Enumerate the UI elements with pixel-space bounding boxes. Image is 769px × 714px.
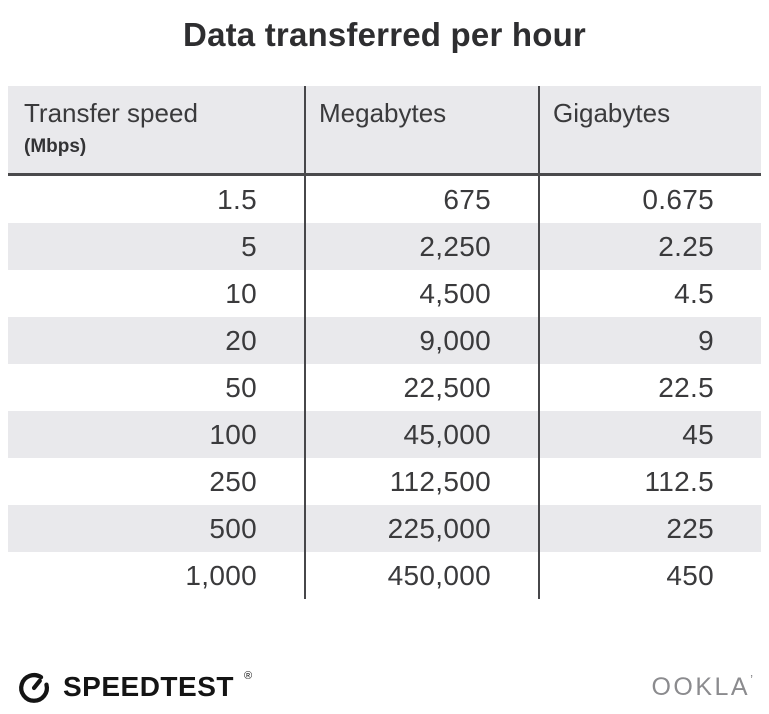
cell-gigabytes: 450 xyxy=(538,552,761,599)
page-title: Data transferred per hour xyxy=(183,16,586,53)
cell-speed: 10 xyxy=(225,277,257,309)
cell-gigabytes: 9 xyxy=(538,317,761,364)
header-gigabytes-label: Gigabytes xyxy=(553,98,671,128)
header-transfer-speed-unit: (Mbps) xyxy=(24,135,87,157)
header-transfer-speed: Transfer speed (Mbps) xyxy=(8,86,304,173)
cell-megabytes: 45,000 xyxy=(304,411,538,458)
table-body: 1.5 675 0.675 5 2,250 2.25 10 4,500 4.5 … xyxy=(8,176,761,599)
cell-speed: 1.5 xyxy=(217,183,257,215)
header-transfer-speed-label: Transfer speed xyxy=(24,98,198,128)
ookla-logo: OOKLA ’ xyxy=(651,671,753,702)
infographic-page: Data transferred per hour Transfer speed… xyxy=(0,16,769,714)
registered-trademark-icon: ® xyxy=(243,670,253,682)
cell-gigabytes: 225 xyxy=(538,505,761,552)
cell-megabytes: 675 xyxy=(304,176,538,223)
cell-speed: 20 xyxy=(225,324,257,356)
footer: SPEEDTEST ® OOKLA ’ xyxy=(16,666,753,708)
ookla-trademark-icon: ’ xyxy=(750,671,753,687)
header-gigabytes: Gigabytes xyxy=(538,86,761,173)
table-header-row: Transfer speed (Mbps) Megabytes Gigabyte… xyxy=(8,86,761,176)
speedtest-wordmark: SPEEDTEST xyxy=(63,671,234,702)
table-row: 1.5 675 0.675 xyxy=(8,176,761,223)
cell-gigabytes: 2.25 xyxy=(538,223,761,270)
cell-gigabytes: 112.5 xyxy=(538,458,761,505)
cell-megabytes: 2,250 xyxy=(304,223,538,270)
header-megabytes: Megabytes xyxy=(304,86,538,173)
table-row: 250 112,500 112.5 xyxy=(8,458,761,505)
cell-megabytes: 9,000 xyxy=(304,317,538,364)
header-megabytes-label: Megabytes xyxy=(319,98,447,128)
cell-speed: 1,000 xyxy=(185,559,257,591)
table-row: 100 45,000 45 xyxy=(8,411,761,458)
ookla-wordmark: OOKLA xyxy=(651,672,751,701)
cell-megabytes: 4,500 xyxy=(304,270,538,317)
cell-speed: 250 xyxy=(209,465,257,497)
cell-megabytes: 225,000 xyxy=(304,505,538,552)
cell-speed: 500 xyxy=(209,512,257,544)
cell-gigabytes: 0.675 xyxy=(538,176,761,223)
table-row: 5 2,250 2.25 xyxy=(8,223,761,270)
data-table: Transfer speed (Mbps) Megabytes Gigabyte… xyxy=(8,86,761,599)
cell-megabytes: 450,000 xyxy=(304,552,538,599)
cell-speed: 5 xyxy=(241,230,257,262)
cell-speed: 100 xyxy=(209,418,257,450)
cell-speed: 50 xyxy=(225,371,257,403)
table-row: 50 22,500 22.5 xyxy=(8,364,761,411)
cell-gigabytes: 4.5 xyxy=(538,270,761,317)
cell-gigabytes: 45 xyxy=(538,411,761,458)
cell-gigabytes: 22.5 xyxy=(538,364,761,411)
table-row: 500 225,000 225 xyxy=(8,505,761,552)
speedtest-logo: SPEEDTEST ® xyxy=(16,667,252,707)
cell-megabytes: 22,500 xyxy=(304,364,538,411)
cell-megabytes: 112,500 xyxy=(304,458,538,505)
table-row: 20 9,000 9 xyxy=(8,317,761,364)
table-row: 1,000 450,000 450 xyxy=(8,552,761,599)
table-row: 10 4,500 4.5 xyxy=(8,270,761,317)
speedtest-gauge-icon xyxy=(19,673,49,703)
